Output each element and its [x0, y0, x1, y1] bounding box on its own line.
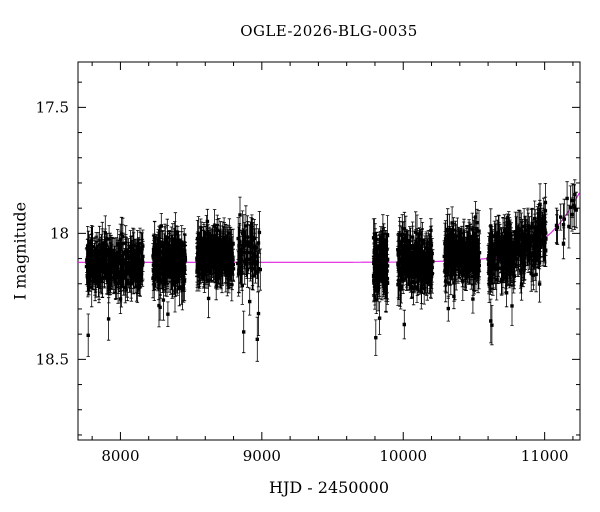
svg-text:18.5: 18.5 [36, 350, 69, 368]
data-points [84, 192, 578, 341]
axis-ticks [78, 62, 580, 440]
svg-text:9000: 9000 [243, 447, 281, 465]
svg-text:8000: 8000 [101, 447, 139, 465]
plot-frame [77, 61, 581, 441]
svg-text:10000: 10000 [379, 447, 427, 465]
svg-text:11000: 11000 [521, 447, 569, 465]
svg-text:18: 18 [50, 224, 69, 242]
x-tick-labels: 8000 9000 10000 11000 [101, 447, 568, 465]
x-axis-label: HJD - 2450000 [268, 478, 390, 497]
chart-title: OGLE-2026-BLG-0035 [240, 22, 418, 40]
y-tick-labels: 17.5 18 18.5 [36, 98, 69, 368]
svg-text:17.5: 17.5 [36, 98, 69, 116]
